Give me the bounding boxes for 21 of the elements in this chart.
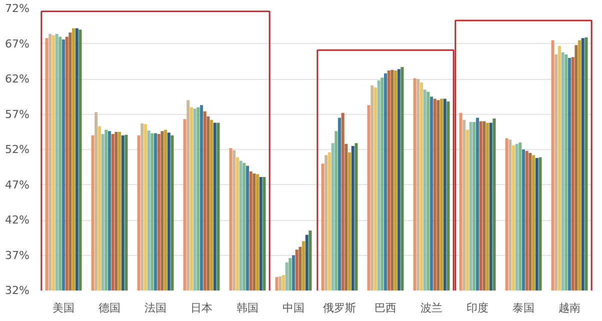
x-tick-label: 波兰 [420,302,442,314]
x-tick-label: 泰国 [512,302,534,314]
x-tick-label: 日本 [190,302,212,314]
x-tick-label: 俄罗斯 [323,302,356,314]
x-tick-label: 越南 [558,302,580,314]
x-tick-label: 德国 [98,302,120,314]
y-tick-label: 67% [5,37,30,50]
y-tick-label: 47% [5,178,30,192]
y-tick-label: 72% [5,2,30,15]
y-tick-label: 32% [5,284,30,297]
y-tick-label: 62% [5,72,30,86]
x-tick-label: 韩国 [236,302,258,314]
y-tick-label: 42% [5,214,30,226]
x-tick-label: 法国 [144,302,166,314]
y-tick-label: 57% [5,108,30,121]
x-tick-label: 印度 [466,302,488,314]
y-tick-label: 52% [5,143,30,156]
x-tick-label: 中国 [282,302,304,314]
y-tick-label: 37% [5,248,30,262]
x-tick-label: 巴西 [374,302,396,314]
x-tick-label: 美国 [52,302,74,314]
